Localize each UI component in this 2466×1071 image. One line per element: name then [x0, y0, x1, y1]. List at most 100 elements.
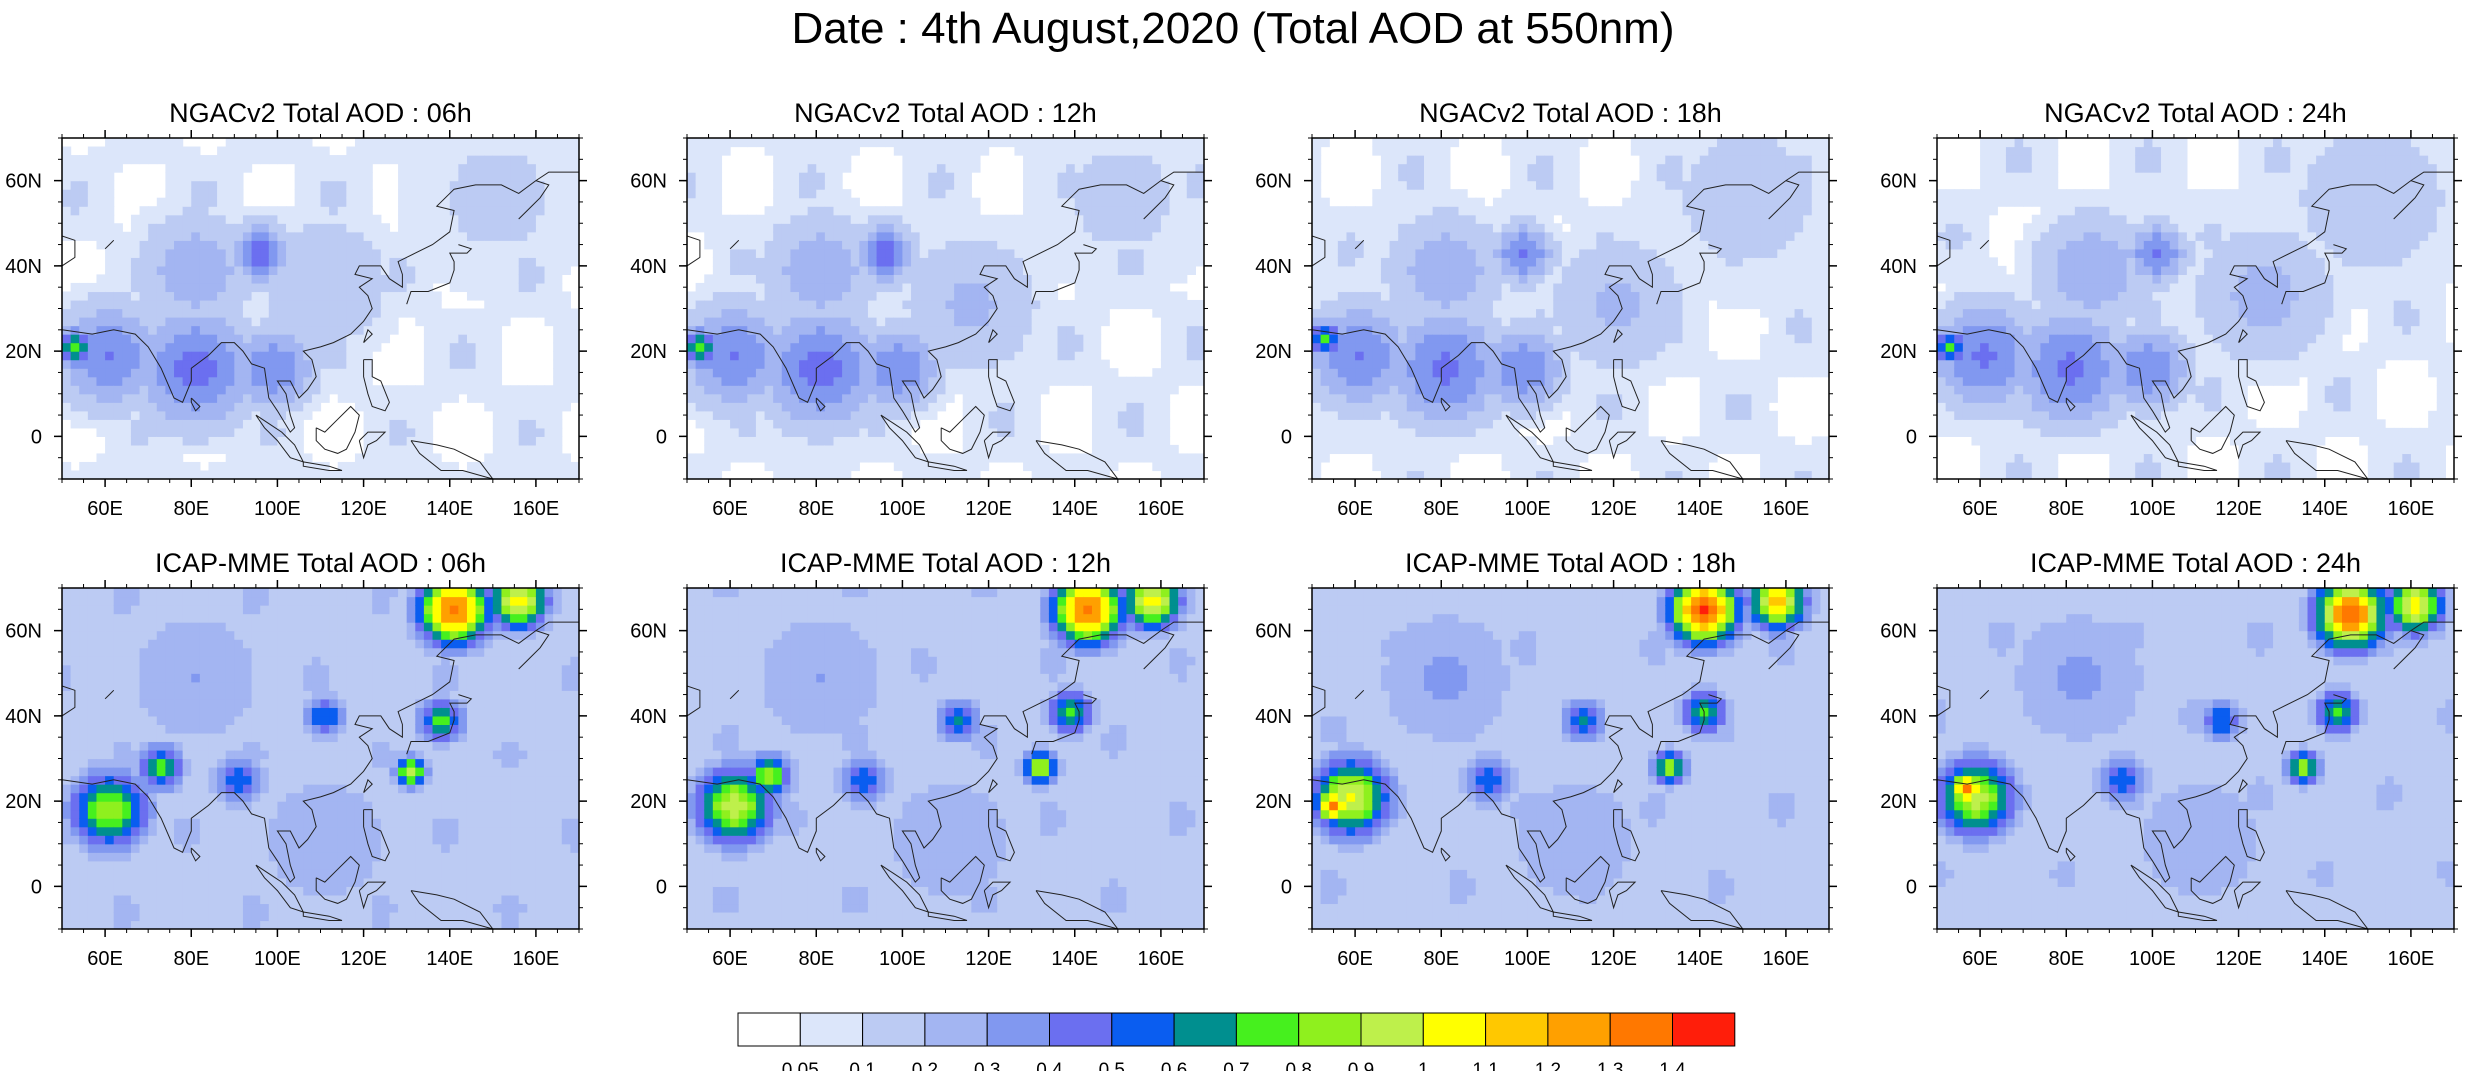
aod-cell	[781, 334, 791, 344]
aod-cell	[354, 138, 365, 148]
aod-cell	[294, 317, 304, 327]
aod-cell	[372, 155, 382, 165]
aod-cell	[113, 138, 123, 148]
aod-cell	[1126, 299, 1136, 310]
aod-cell	[225, 257, 235, 267]
aod-cell	[1424, 282, 1434, 293]
aod-cell	[1389, 265, 1399, 275]
aod-cell	[704, 453, 714, 463]
aod-cell	[1355, 368, 1365, 378]
aod-cell	[954, 163, 964, 173]
aod-cell	[372, 393, 382, 403]
aod-cell	[1398, 461, 1408, 472]
aod-cell	[311, 282, 322, 293]
aod-cell	[962, 291, 972, 301]
aod-cell	[1415, 325, 1425, 335]
aod-cell	[747, 214, 757, 224]
aod-cell	[389, 410, 399, 420]
aod-cell	[1372, 308, 1382, 318]
aod-cell	[423, 402, 434, 412]
aod-cell	[1320, 282, 1330, 293]
aod-cell	[687, 470, 697, 479]
aod-cell	[242, 248, 253, 258]
aod-cell	[1355, 376, 1365, 386]
aod-cell	[1441, 231, 1451, 241]
aod-cell	[945, 299, 955, 310]
aod-cell	[816, 291, 826, 301]
aod-cell	[1449, 436, 1460, 446]
aod-cell	[1040, 214, 1050, 224]
aod-cell	[260, 325, 270, 335]
aod-cell	[389, 240, 399, 250]
aod-cell	[842, 419, 852, 429]
aod-cell	[87, 351, 98, 361]
aod-cell	[1178, 265, 1188, 275]
coastline	[62, 235, 76, 267]
aod-cell	[721, 334, 731, 344]
aod-cell	[1023, 334, 1033, 344]
aod-cell	[790, 461, 800, 472]
aod-cell	[712, 325, 723, 335]
aod-cell	[1329, 385, 1339, 395]
aod-cell	[294, 257, 304, 267]
aod-cell	[303, 402, 313, 412]
aod-cell	[1195, 317, 1204, 327]
aod-cell	[303, 317, 313, 327]
aod-cell	[919, 453, 929, 463]
aod-cell	[260, 206, 270, 216]
aod-cell	[885, 265, 895, 275]
aod-cell	[979, 325, 990, 335]
aod-cell	[423, 291, 434, 301]
aod-cell	[380, 240, 391, 250]
aod-cell	[148, 453, 158, 463]
aod-cell	[1312, 402, 1322, 412]
y-tick-label: 40N	[5, 256, 42, 278]
aod-cell	[570, 317, 579, 327]
aod-cell	[764, 231, 774, 241]
aod-cell	[130, 282, 141, 293]
aod-cell	[919, 138, 929, 148]
aod-cell	[294, 180, 304, 190]
aod-cell	[807, 138, 817, 148]
aod-cell	[704, 172, 714, 182]
aod-cell	[1057, 376, 1067, 386]
aod-cell	[105, 385, 115, 395]
aod-cell	[979, 299, 990, 310]
aod-cell	[1031, 163, 1041, 173]
aod-cell	[372, 265, 382, 275]
aod-cell	[1152, 444, 1162, 455]
aod-cell	[363, 146, 373, 156]
aod-cell	[747, 393, 757, 403]
aod-cell	[96, 393, 106, 403]
aod-cell	[105, 342, 115, 352]
aod-cell	[919, 291, 929, 301]
aod-cell	[876, 334, 886, 344]
aod-cell	[1091, 223, 1102, 233]
aod-cell	[1389, 393, 1399, 403]
aod-cell	[1329, 342, 1339, 352]
aod-cell	[962, 299, 972, 310]
aod-cell	[1005, 351, 1016, 361]
aod-cell	[320, 342, 330, 352]
aod-cell	[816, 257, 826, 267]
aod-cell	[1389, 334, 1399, 344]
aod-cell	[799, 325, 809, 335]
aod-cell	[1355, 419, 1365, 429]
aod-cell	[790, 325, 800, 335]
aod-cell	[415, 257, 425, 267]
aod-cell	[945, 470, 955, 479]
aod-cell	[1449, 376, 1460, 386]
aod-cell	[1109, 138, 1119, 148]
aod-cell	[268, 317, 279, 327]
aod-cell	[311, 172, 322, 182]
aod-cell	[807, 265, 817, 275]
aod-cell	[885, 427, 895, 437]
aod-cell	[182, 325, 192, 335]
aod-cell	[997, 240, 1007, 250]
aod-cell	[1424, 453, 1434, 463]
aod-cell	[1169, 257, 1179, 267]
aod-cell	[1441, 172, 1451, 182]
aod-cell	[415, 299, 425, 310]
aod-cell	[475, 206, 485, 216]
aod-cell	[130, 461, 141, 472]
